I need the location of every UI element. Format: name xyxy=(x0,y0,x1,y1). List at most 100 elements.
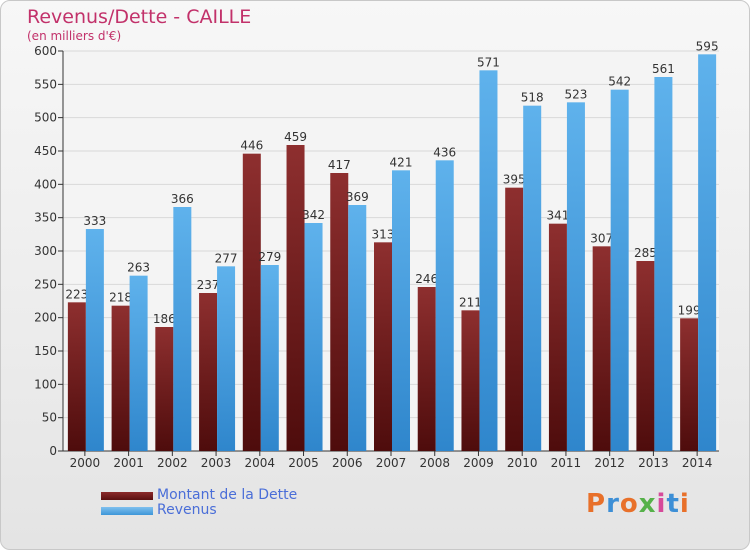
data-label-debt: 395 xyxy=(503,173,526,187)
bar-revenue xyxy=(566,102,585,451)
data-label-revenue: 333 xyxy=(83,214,106,228)
bar-revenue xyxy=(435,160,454,452)
data-label-revenue: 263 xyxy=(127,261,150,275)
bar-debt xyxy=(111,305,130,451)
data-label-revenue: 279 xyxy=(258,250,281,264)
x-tick-label: 2012 xyxy=(594,456,625,470)
data-label-debt: 417 xyxy=(328,158,351,172)
data-label-debt: 307 xyxy=(590,231,613,245)
data-label-revenue: 436 xyxy=(433,145,456,159)
x-tick-label: 2007 xyxy=(376,456,407,470)
logo-letter: i xyxy=(679,489,690,519)
bar-debt xyxy=(417,287,436,451)
bar-debt xyxy=(461,310,480,451)
data-label-debt: 341 xyxy=(546,209,569,223)
bar-debt xyxy=(374,242,392,451)
legend-label-debt: Montant de la Dette xyxy=(157,487,298,503)
bar-debt xyxy=(155,327,174,451)
y-tick-label: 500 xyxy=(34,111,57,125)
bar-debt xyxy=(680,318,699,451)
data-label-revenue: 342 xyxy=(302,208,325,222)
data-label-revenue: 523 xyxy=(564,87,587,101)
logo-letter: t xyxy=(666,489,680,519)
chart-subtitle: (en milliers d'€) xyxy=(27,29,122,43)
bar-revenue xyxy=(217,266,236,451)
x-tick-label: 2013 xyxy=(638,456,669,470)
bar-revenue xyxy=(523,105,542,452)
bar-revenue xyxy=(85,229,104,451)
y-tick-label: 150 xyxy=(34,344,57,358)
data-label-revenue: 571 xyxy=(477,55,500,69)
logo-letter: P xyxy=(586,489,607,519)
bar-revenue xyxy=(392,170,410,452)
bar-debt xyxy=(548,223,567,451)
y-tick-label: 200 xyxy=(34,311,57,325)
x-tick-label: 2014 xyxy=(682,456,713,470)
y-tick-label: 300 xyxy=(34,244,57,258)
x-tick-label: 2006 xyxy=(332,456,363,470)
bar-revenue xyxy=(304,223,323,451)
y-tick-label: 50 xyxy=(42,411,57,425)
x-tick-label: 2009 xyxy=(463,456,494,470)
x-tick-label: 2004 xyxy=(245,456,276,470)
bar-revenue xyxy=(260,265,279,451)
data-label-revenue: 369 xyxy=(346,190,369,204)
y-tick-label: 250 xyxy=(34,277,57,291)
bar-debt xyxy=(67,302,86,451)
legend-swatch-revenue xyxy=(101,507,153,515)
y-tick-label: 350 xyxy=(34,211,57,225)
bar-revenue xyxy=(479,70,498,451)
data-label-debt: 186 xyxy=(153,312,176,326)
x-tick-label: 2002 xyxy=(157,456,188,470)
y-tick-label: 550 xyxy=(34,77,57,91)
logo-letter: o xyxy=(619,489,639,519)
data-label-revenue: 366 xyxy=(171,192,194,206)
data-label-revenue: 421 xyxy=(390,155,413,169)
data-label-debt: 223 xyxy=(65,287,88,301)
data-label-debt: 459 xyxy=(284,130,307,144)
x-tick-label: 2011 xyxy=(551,456,582,470)
data-label-debt: 237 xyxy=(197,278,220,292)
data-label-revenue: 518 xyxy=(521,91,544,105)
data-label-revenue: 595 xyxy=(696,39,719,53)
bar-revenue xyxy=(610,89,629,452)
bar-debt xyxy=(242,153,261,451)
bar-revenue xyxy=(698,54,717,451)
y-tick-label: 100 xyxy=(34,377,57,391)
proxiti-logo: Proxiti xyxy=(586,489,690,519)
logo-letter: i xyxy=(656,489,667,519)
x-tick-label: 2005 xyxy=(288,456,319,470)
bar-debt xyxy=(505,187,524,451)
x-tick-label: 2008 xyxy=(419,456,450,470)
bar-revenue xyxy=(173,207,192,451)
bar-revenue xyxy=(654,77,673,451)
data-label-revenue: 561 xyxy=(652,62,675,76)
data-label-debt: 446 xyxy=(240,139,263,153)
x-tick-label: 2001 xyxy=(113,456,144,470)
y-tick-label: 600 xyxy=(34,44,57,58)
data-label-debt: 218 xyxy=(109,291,132,305)
legend-label-revenue: Revenus xyxy=(157,502,217,518)
bar-revenue xyxy=(348,205,367,451)
chart-title: Revenus/Dette - CAILLE xyxy=(27,6,252,28)
bar-debt xyxy=(636,261,655,451)
x-tick-label: 2010 xyxy=(507,456,538,470)
data-label-revenue: 277 xyxy=(215,251,238,265)
logo-letter: r xyxy=(606,489,620,519)
y-tick-label: 450 xyxy=(34,144,57,158)
logo-letter: x xyxy=(638,489,657,519)
data-label-revenue: 542 xyxy=(608,75,631,89)
y-tick-label: 400 xyxy=(34,177,57,191)
bar-debt xyxy=(330,173,349,451)
bar-debt xyxy=(286,145,305,451)
y-tick-label: 0 xyxy=(49,444,57,458)
x-tick-label: 2003 xyxy=(201,456,232,470)
data-label-debt: 199 xyxy=(678,303,701,317)
x-tick-label: 2000 xyxy=(70,456,101,470)
legend-swatch-debt xyxy=(101,492,153,500)
bar-debt xyxy=(199,293,218,451)
bar-revenue xyxy=(129,275,148,451)
data-label-debt: 313 xyxy=(372,227,395,241)
